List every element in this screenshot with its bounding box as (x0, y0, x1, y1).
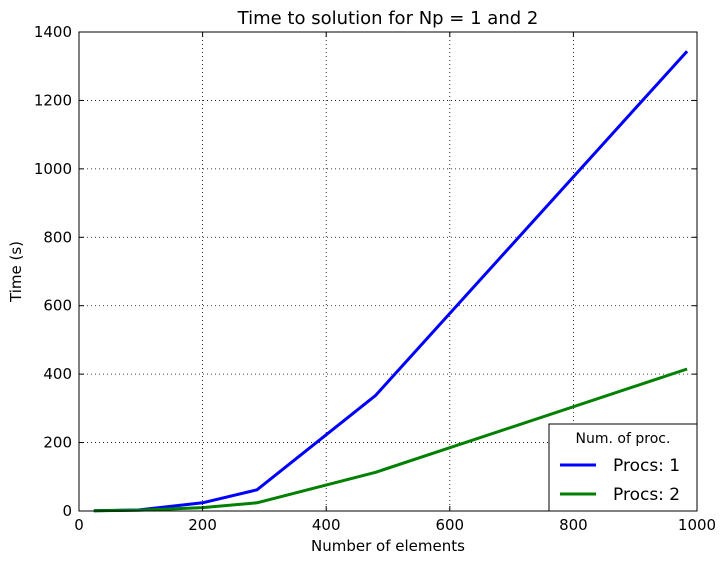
legend-label-procs-1: Procs: 1 (613, 456, 680, 476)
y-tick-label: 1400 (34, 23, 72, 41)
chart-title: Time to solution for Np = 1 and 2 (237, 8, 539, 29)
legend-box (548, 423, 698, 512)
legend-title: Num. of proc. (576, 431, 671, 447)
y-tick-label: 1000 (34, 160, 72, 178)
y-tick-label: 200 (43, 434, 72, 452)
x-tick-label: 400 (312, 516, 341, 534)
y-tick-label: 0 (62, 502, 72, 520)
legend: Num. of proc. Procs: 1 Procs: 2 (548, 423, 698, 512)
x-tick-label: 800 (559, 516, 588, 534)
series-layer (93, 50, 689, 513)
y-axis-title: Time (s) (7, 241, 25, 303)
x-tick-label: 0 (74, 516, 84, 534)
y-tick-label: 1200 (34, 91, 72, 109)
legend-entries: Procs: 1 Procs: 2 (560, 456, 680, 505)
y-tick-label: 600 (43, 297, 72, 315)
y-tick-label: 800 (43, 228, 72, 246)
ticks: 0 200 400 600 800 1000 0 200 400 600 800 1000 1200 14… (34, 23, 716, 534)
x-axis-title: Number of elements (311, 537, 465, 555)
plot-frame (78, 31, 698, 512)
series-line-procs-2 (93, 367, 688, 513)
y-tick-label: 400 (43, 365, 72, 383)
grid (79, 32, 697, 511)
x-tick-label: 600 (435, 516, 464, 534)
x-tick-label: 200 (188, 516, 217, 534)
legend-label-procs-2: Procs: 2 (613, 485, 680, 505)
x-tick-label: 1000 (678, 516, 716, 534)
